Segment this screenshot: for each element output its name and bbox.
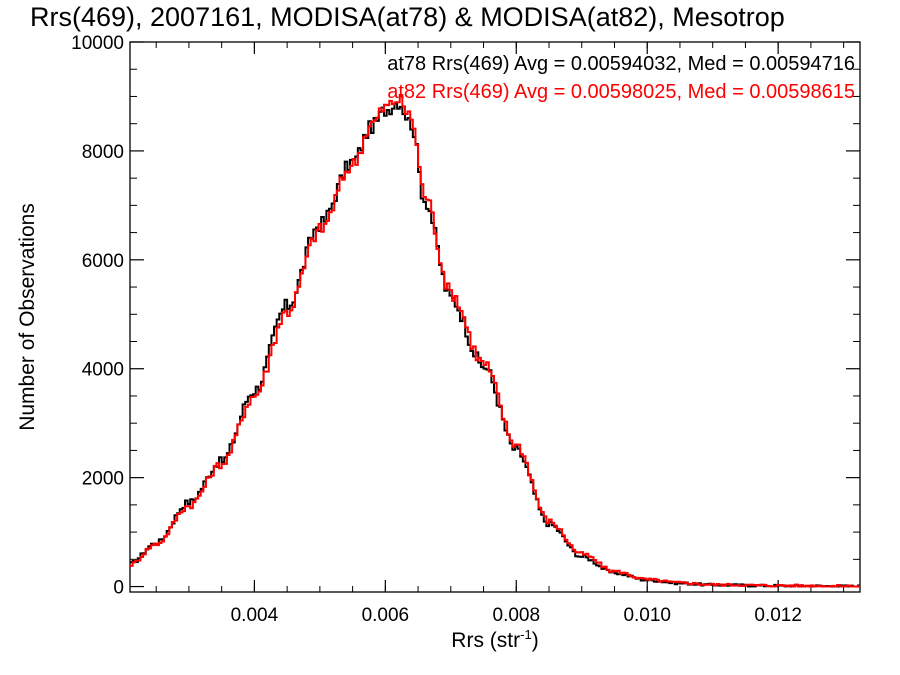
y-tick-label: 8000 [82,142,124,163]
y-tick-label: 2000 [82,469,124,490]
y-axis: 0 2000 4000 6000 8000 10000 [71,33,860,599]
plot-frame [129,41,861,593]
series-group [130,94,860,588]
legend-entry-at82: at82 Rrs(469) Avg = 0.00598025, Med = 0.… [387,81,855,103]
y-tick-label: 4000 [82,360,124,381]
legend: at78 Rrs(469) Avg = 0.00594032, Med = 0.… [387,53,855,103]
x-tick-label: 0.010 [623,605,671,626]
y-tick-label: 10000 [71,33,124,54]
x-tick-label: 0.006 [362,605,410,626]
legend-entry-at78: at78 Rrs(469) Avg = 0.00594032, Med = 0.… [387,53,855,75]
y-axis-label: Number of Observations [16,203,39,431]
series-line-at82 [130,94,860,588]
chart-title: Rrs(469), 2007161, MODISA(at78) & MODISA… [30,2,785,32]
x-axis-label: Rrs (str-1) [451,627,538,652]
x-axis-label-text: Rrs (str [451,629,520,652]
x-tick-label: 0.008 [493,605,541,626]
x-axis-label-superscript: -1 [520,627,532,642]
x-tick-label: 0.012 [754,605,802,626]
series-line-at78 [130,102,860,588]
x-tick-label: 0.004 [231,605,279,626]
plot-area [129,41,861,593]
x-axis-label-end: ) [532,629,539,652]
y-tick-label: 0 [113,578,124,599]
y-tick-label: 6000 [82,251,124,272]
x-axis: 0.004 0.006 0.008 0.010 0.012 [155,42,845,626]
